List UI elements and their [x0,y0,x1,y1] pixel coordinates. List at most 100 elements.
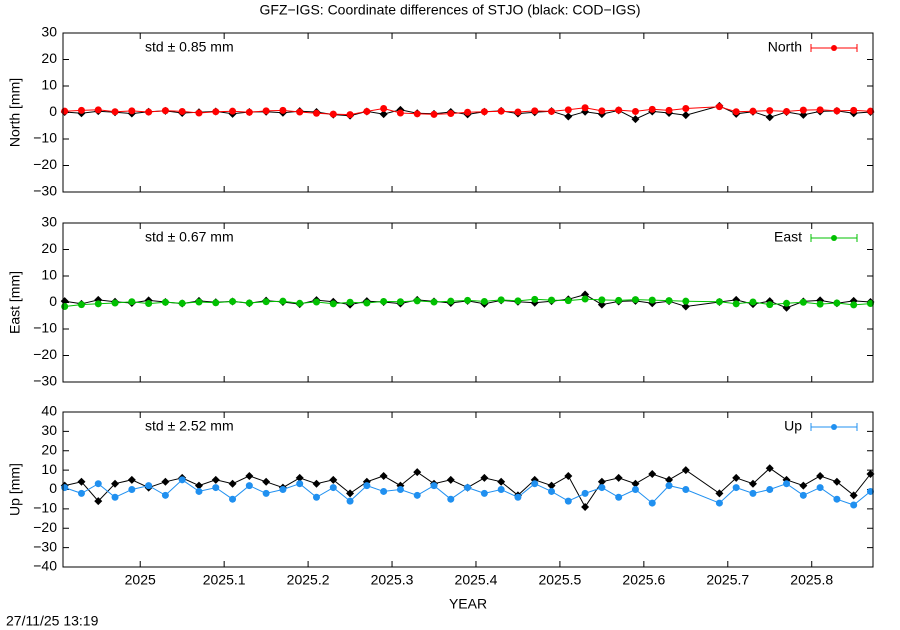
point [715,298,723,306]
point [161,477,170,486]
y-tick-label: −20 [33,156,57,172]
point [581,104,589,112]
point [497,477,506,486]
point [682,297,690,305]
point [61,302,69,310]
x-tick-label: 2025.7 [706,572,749,588]
point [715,489,724,498]
point [111,479,120,488]
y-tick-label: −30 [33,373,57,389]
point [799,106,807,114]
point [715,499,723,507]
y-axis-label: East [mm] [7,271,23,334]
legend-swatch [831,424,837,430]
point [681,466,690,475]
y-tick-label: −20 [33,519,57,535]
point [77,489,85,497]
point [631,107,639,115]
point [413,110,421,118]
point [380,105,388,113]
y-tick-label: 10 [41,461,57,477]
point [94,497,103,506]
x-tick-label: 2025.8 [790,572,833,588]
y-tick-label: 20 [41,50,57,66]
x-tick-label: 2025.4 [455,572,498,588]
point [396,109,404,117]
point [816,484,824,492]
point [447,495,455,503]
point [833,299,841,307]
point [195,298,203,306]
point [866,487,874,495]
y-tick-label: 20 [41,441,57,457]
point [464,484,472,492]
point [245,482,253,490]
point [665,297,673,305]
point [413,468,422,477]
point [145,300,153,308]
point [765,113,774,122]
point [749,489,757,497]
y-tick-label: 0 [49,480,57,496]
point [682,486,690,493]
point [329,110,337,118]
point [296,480,304,488]
legend-swatch [831,235,837,241]
point [715,103,723,111]
point [480,473,489,482]
point [128,107,136,115]
point [329,475,338,484]
y-tick-label: 40 [41,403,57,419]
point [497,486,505,493]
point [128,298,136,306]
point [296,108,304,116]
y-tick-label: 30 [41,24,57,40]
point [581,502,590,511]
point [514,493,522,501]
plot-frame [62,222,874,383]
point [631,486,639,493]
point [648,105,656,113]
point [732,484,740,492]
x-tick-label: 2025 [125,572,156,588]
point [380,487,388,495]
y-tick-label: 0 [49,103,57,119]
timestamp: 27/11/25 13:19 [6,613,99,629]
point [329,300,337,308]
point [262,107,270,115]
point [833,107,841,115]
point [312,298,320,306]
point [94,300,102,308]
point [430,482,438,490]
y-tick-label: −10 [33,320,57,336]
point [279,486,287,493]
point [77,477,86,486]
point [480,297,488,305]
point [748,479,757,488]
y-tick-label: 10 [41,267,57,283]
point [732,473,741,482]
point [379,110,388,119]
point [832,477,841,486]
point [850,106,858,114]
point [195,109,203,117]
point [447,110,455,118]
x-tick-label: 2025.5 [538,572,581,588]
point [262,298,270,306]
point [648,296,656,304]
y-tick-label: 30 [41,214,57,230]
point [614,473,623,482]
y-axis-label: North [mm] [7,78,23,147]
y-tick-label: 20 [41,240,57,256]
x-tick-label: 2025.3 [371,572,414,588]
point [145,108,153,116]
point [564,112,573,121]
x-axis-label: YEAR [449,596,487,612]
point [732,300,740,308]
point [312,479,321,488]
point [564,106,572,114]
point [548,487,556,495]
point [161,107,169,115]
point [765,464,774,473]
